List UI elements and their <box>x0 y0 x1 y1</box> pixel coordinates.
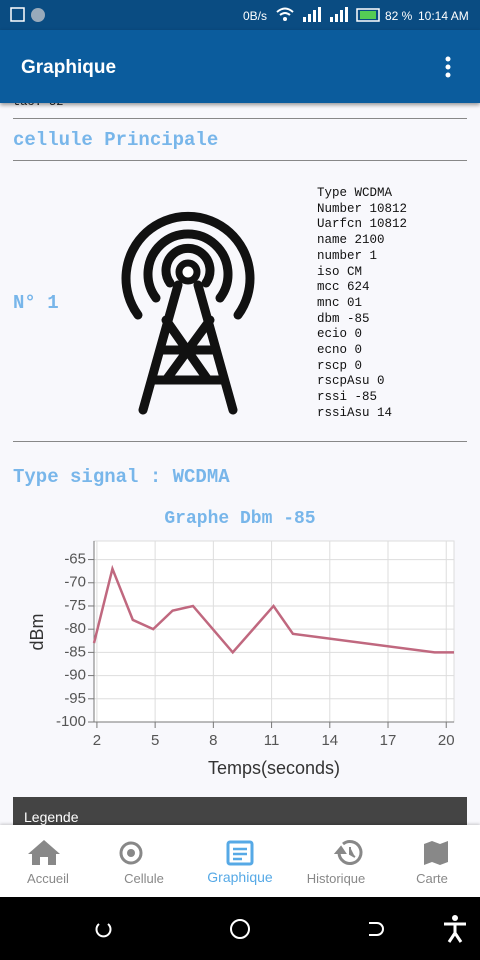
nav-item[interactable]: Historique <box>306 871 366 886</box>
y-tick-label: -85 <box>64 643 86 660</box>
nav-item[interactable]: Accueil <box>27 871 69 886</box>
battery: 82 % <box>385 9 413 23</box>
section-title: cellule Principale <box>13 129 219 151</box>
x-tick-label: 8 <box>209 732 217 749</box>
y-tick-label: -80 <box>64 620 86 637</box>
y-tick-label: -65 <box>64 551 86 568</box>
x-tick-label: 5 <box>151 732 159 749</box>
info-line: rscpAsu 0 <box>317 374 385 389</box>
y-tick-label: -95 <box>64 690 86 707</box>
info-line: Number 10812 <box>317 201 408 216</box>
nav-item[interactable]: Cellule <box>124 871 164 886</box>
info-line: Uarfcn 10812 <box>317 217 408 232</box>
divider <box>13 441 467 442</box>
chart-title: Graphe Dbm -85 <box>164 509 315 529</box>
info-line: ecno 0 <box>317 343 363 358</box>
y-tick-label: -100 <box>56 713 86 730</box>
nav-item[interactable]: Graphique <box>207 869 273 885</box>
nav-icons <box>28 840 448 866</box>
app-title: Graphique <box>21 57 117 78</box>
y-axis-label: dBm <box>27 613 47 650</box>
menu-button[interactable] <box>440 55 456 79</box>
info-line: ecio 0 <box>317 327 363 342</box>
plot-area <box>93 540 455 723</box>
info-line: name 2100 <box>317 233 385 248</box>
divider <box>13 118 467 119</box>
divider <box>13 160 467 161</box>
info-line: iso CM <box>317 264 363 279</box>
x-tick-label: 11 <box>264 732 280 749</box>
data-line <box>92 564 454 655</box>
clock: 10:14 AM <box>418 9 469 23</box>
info-line: rssiAsu 14 <box>317 405 393 420</box>
system-buttons <box>95 915 466 943</box>
y-tick-label: -90 <box>64 667 86 684</box>
chart: Graphe Dbm -85 Temps(seconds) dBm -65 -70… <box>27 509 455 778</box>
cell-info: Type WCDMA Number 10812 Uarfcn 10812 name 2… <box>317 186 407 422</box>
legend-bar: Legende <box>13 797 467 827</box>
nav-item[interactable]: Carte <box>416 871 448 886</box>
x-tick-label: 17 <box>380 732 397 749</box>
bottom-nav <box>0 825 480 897</box>
signal-type: Type signal : WCDMA <box>13 466 230 488</box>
x-axis-label: Temps(seconds) <box>208 758 340 778</box>
status-bar: 0B/s 82 % 10:14 AM <box>0 0 480 30</box>
tower-icon <box>121 211 255 415</box>
info-line: mnc 01 <box>317 295 363 310</box>
signal-icons <box>276 7 380 22</box>
info-line: Type WCDMA <box>317 186 393 200</box>
info-line: rssi -85 <box>317 390 378 405</box>
x-tick-label: 14 <box>321 732 338 749</box>
status-icons <box>10 7 45 22</box>
info-line: number 1 <box>317 248 378 263</box>
system-nav <box>0 897 480 960</box>
app-bar: Graphique <box>0 30 480 103</box>
cell-number: N° 1 <box>13 292 59 314</box>
y-tick-label: -70 <box>64 574 86 591</box>
info-line: mcc 624 <box>317 280 370 295</box>
info-line: dbm -85 <box>317 311 370 326</box>
info-line: rscp 0 <box>317 358 363 373</box>
y-tick-label: -75 <box>64 597 86 614</box>
net-speed: 0B/s <box>243 9 268 23</box>
legend-title: Legende <box>24 809 79 825</box>
x-tick-label: 20 <box>438 732 455 749</box>
x-tick-label: 2 <box>93 732 101 749</box>
